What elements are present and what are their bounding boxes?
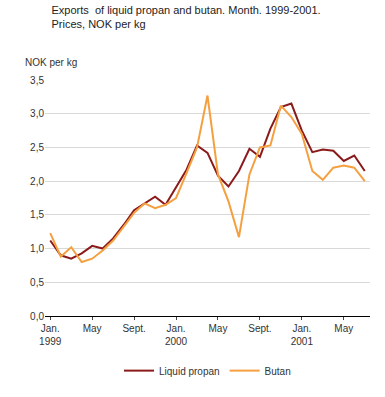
svg-text:2,5: 2,5 [30, 142, 44, 153]
svg-text:May: May [209, 323, 228, 334]
svg-text:1,0: 1,0 [30, 243, 44, 254]
svg-text:May: May [83, 323, 102, 334]
svg-text:Sept.: Sept. [248, 323, 271, 334]
svg-text:Jan.1999: Jan.1999 [39, 323, 62, 347]
svg-text:Sept.: Sept. [122, 323, 145, 334]
svg-text:NOK per kg: NOK per kg [25, 57, 77, 68]
svg-text:0,5: 0,5 [30, 277, 44, 288]
svg-text:May: May [334, 323, 353, 334]
svg-text:Butan: Butan [265, 366, 291, 377]
svg-text:3,5: 3,5 [30, 75, 44, 86]
svg-text:0,0: 0,0 [30, 311, 44, 322]
svg-text:Liquid propan: Liquid propan [159, 366, 220, 377]
svg-text:Exports of liquid propan and: Exports of liquid propan and butan. Mont… [52, 4, 321, 30]
svg-text:1,5: 1,5 [30, 209, 44, 220]
svg-text:3,0: 3,0 [30, 108, 44, 119]
svg-text:Jan.2000: Jan.2000 [165, 323, 188, 347]
svg-text:Jan.2001: Jan.2001 [291, 323, 314, 347]
svg-text:2,0: 2,0 [30, 176, 44, 187]
